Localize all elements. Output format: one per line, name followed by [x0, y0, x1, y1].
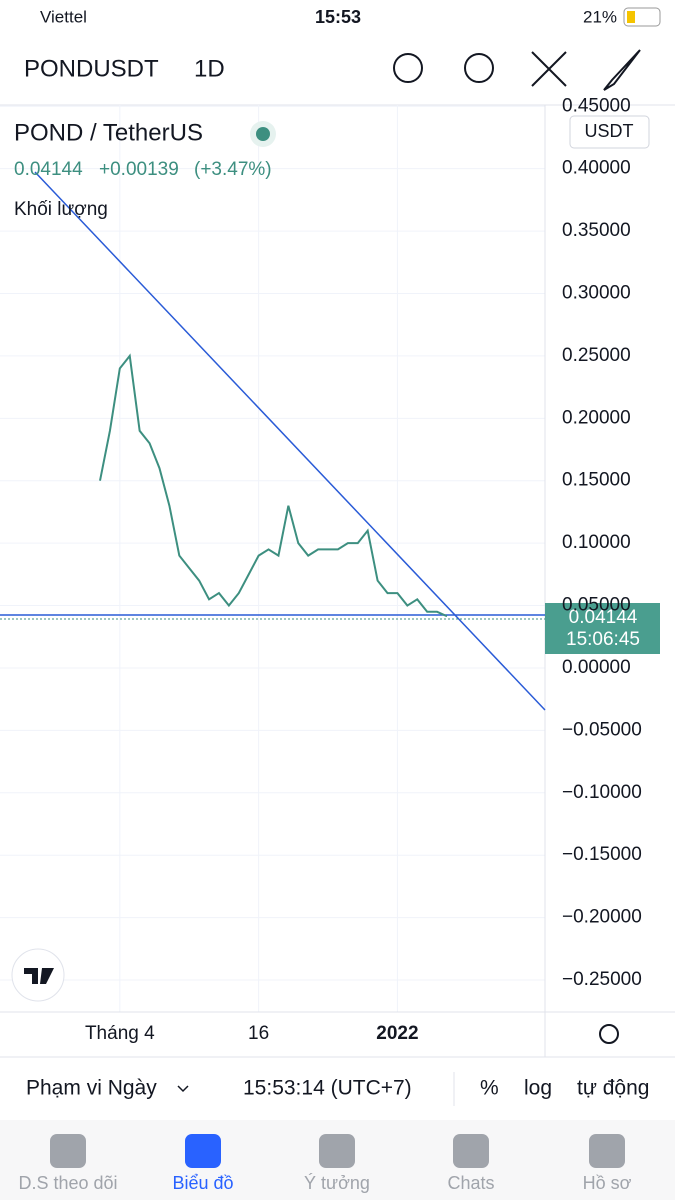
tabs: D.S theo dõi Biểu đồ Ý tưởng Chats Hồ sơ	[18, 1134, 632, 1193]
interval[interactable]: 1D	[194, 55, 225, 82]
chart-title: POND / TetherUS	[14, 119, 203, 146]
tab-label[interactable]: Hồ sơ	[583, 1173, 632, 1193]
y-tick-label: −0.20000	[562, 907, 642, 928]
clock-tz[interactable]: 15:53:14 (UTC+7)	[243, 1077, 412, 1100]
tab-icon[interactable]	[50, 1134, 86, 1168]
y-tick-label: 0.40000	[562, 158, 631, 179]
currency[interactable]: USDT	[585, 121, 634, 141]
y-tick-label: 0.10000	[562, 532, 631, 553]
currency-button[interactable]	[569, 115, 650, 149]
y-tick-label: 0.20000	[562, 407, 631, 428]
x-tick-label: 16	[248, 1023, 269, 1044]
x-tick-label: 2022	[376, 1023, 418, 1044]
battery	[623, 7, 661, 27]
tab-label[interactable]: Chats	[447, 1173, 494, 1193]
log-toggle[interactable]: log	[524, 1077, 552, 1100]
tab-label[interactable]: Ý tưởng	[304, 1173, 370, 1193]
carrier: Viettel	[40, 7, 87, 26]
date-range[interactable]: Phạm vi Ngày	[26, 1077, 157, 1100]
alert-add[interactable]	[393, 53, 423, 83]
y-tick-label: 0.45000	[562, 95, 631, 116]
logo-mark	[24, 968, 54, 984]
tab-icon[interactable]	[185, 1134, 221, 1168]
price-line-series	[99, 353, 448, 618]
tab-label[interactable]: Biểu đồ	[172, 1173, 233, 1193]
change-pct: (+3.47%)	[194, 159, 272, 180]
tab-icon[interactable]	[453, 1134, 489, 1168]
y-tick-label: 0.30000	[562, 283, 631, 304]
battery-level	[627, 11, 635, 23]
last-price: 0.04144	[569, 607, 638, 628]
y-tick-label: −0.25000	[562, 969, 642, 990]
trendline[interactable]	[34, 171, 546, 711]
tab-icon[interactable]	[319, 1134, 355, 1168]
symbol[interactable]: PONDUSDT	[24, 55, 159, 82]
y-tick-label: 0.05000	[562, 595, 631, 616]
grid	[0, 105, 545, 1012]
plot	[99, 353, 448, 618]
y-tick-label: 0.15000	[562, 470, 631, 491]
y-tick-label: −0.05000	[562, 719, 642, 740]
y-tick-label: 0.25000	[562, 345, 631, 366]
x-tick-label: Tháng 4	[85, 1023, 155, 1044]
last-price-box	[545, 603, 660, 654]
dropdown-caret	[177, 1085, 189, 1093]
y-tick-label: 0.00000	[562, 657, 631, 678]
tab-icon[interactable]	[589, 1134, 625, 1168]
y-tick-label: −0.10000	[562, 782, 642, 803]
tools[interactable]	[531, 51, 567, 87]
y-tick-label: −0.15000	[562, 844, 642, 865]
volume-label: Khối lượng	[14, 199, 108, 220]
draw[interactable]	[603, 49, 641, 91]
y-tick-label: 0.35000	[562, 220, 631, 241]
toolbar-icons	[393, 49, 641, 91]
percent-toggle[interactable]: %	[480, 1077, 499, 1100]
settings[interactable]	[599, 1024, 619, 1044]
countdown: 15:06:45	[566, 629, 640, 650]
battery-pct: 21%	[583, 7, 617, 26]
alert-list[interactable]	[464, 53, 494, 83]
change: +0.00139	[99, 159, 179, 180]
status-dot	[256, 127, 270, 141]
price: 0.04144	[14, 159, 83, 180]
clock: 15:53	[315, 7, 361, 27]
tab-label[interactable]: D.S theo dõi	[18, 1173, 117, 1193]
auto-toggle[interactable]: tự động	[577, 1077, 649, 1100]
